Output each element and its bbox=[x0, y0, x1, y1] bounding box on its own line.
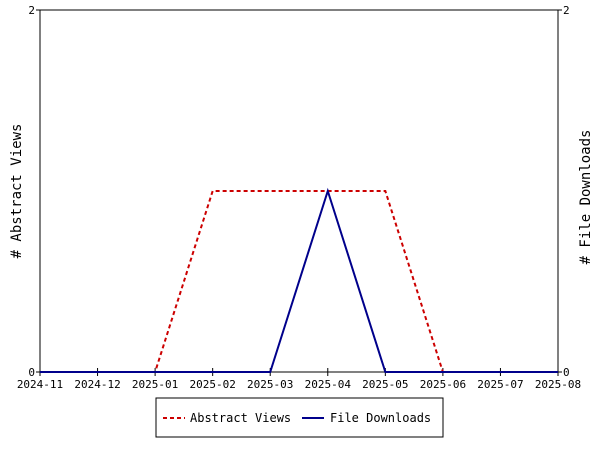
y-tick-label-right: 0 bbox=[563, 366, 570, 379]
x-tick-label: 2024-12 bbox=[74, 378, 120, 391]
plot-area bbox=[39, 9, 559, 373]
series-line-file-downloads bbox=[40, 187, 558, 373]
y-tick-label-right: 2 bbox=[563, 4, 570, 17]
legend: Abstract Views File Downloads bbox=[155, 397, 444, 438]
x-tick-label: 2025-03 bbox=[247, 378, 293, 391]
legend-label-abstract-views: Abstract Views bbox=[190, 411, 291, 425]
y-axis-right-title: # File Downloads bbox=[578, 130, 594, 265]
y-axes: 0 2 0 2 bbox=[28, 4, 569, 379]
x-tick-label: 2025-07 bbox=[477, 378, 523, 391]
y-axis-left-title: # Abstract Views bbox=[9, 124, 25, 259]
y-tick-label-left: 0 bbox=[28, 366, 35, 379]
x-tick-label: 2025-02 bbox=[189, 378, 235, 391]
x-tick-label: 2025-04 bbox=[305, 378, 352, 391]
y-tick-label-left: 2 bbox=[28, 4, 35, 17]
series-layer bbox=[40, 187, 558, 373]
x-tick-label: 2025-01 bbox=[132, 378, 178, 391]
x-tick-label: 2025-08 bbox=[535, 378, 581, 391]
x-axis: 2024-11 2024-12 2025-01 2025-02 2025-03 2025-… bbox=[17, 368, 581, 391]
legend-label-file-downloads: File Downloads bbox=[330, 411, 431, 425]
x-tick-label: 2025-06 bbox=[420, 378, 466, 391]
x-tick-label: 2024-11 bbox=[17, 378, 63, 391]
legend-box bbox=[155, 397, 444, 438]
x-tick-label: 2025-05 bbox=[362, 378, 408, 391]
